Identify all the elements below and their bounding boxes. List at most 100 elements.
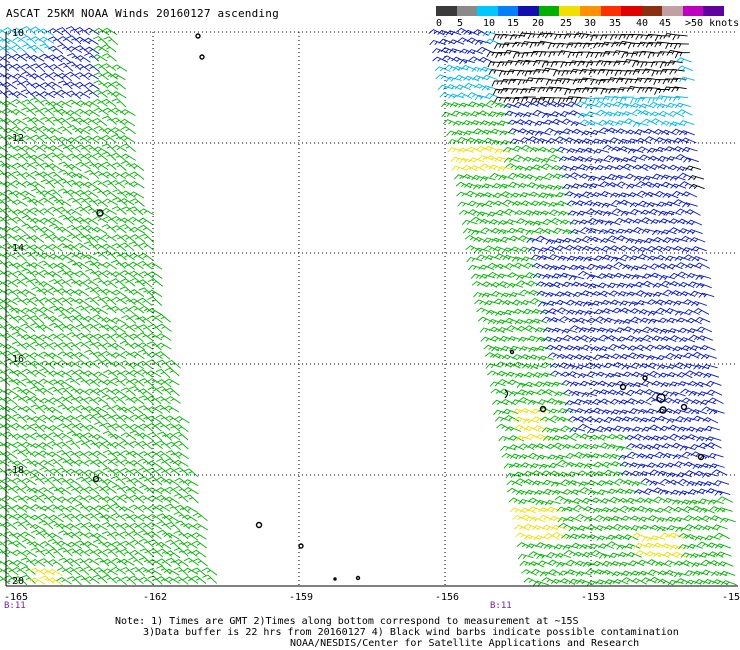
wind-barb [121, 576, 137, 586]
wind-barb [65, 566, 81, 576]
wind-barb [582, 42, 598, 49]
wind-barb [632, 382, 649, 388]
wind-barb [102, 574, 118, 584]
wind-barb [546, 137, 563, 144]
wind-barb [28, 487, 45, 495]
wind-barb [660, 120, 677, 127]
wind-barb [627, 192, 644, 199]
wind-barb [523, 381, 540, 388]
scale-swatch [436, 6, 458, 16]
wind-barb [588, 543, 605, 549]
wind-barb [571, 390, 588, 397]
wind-barb [683, 254, 700, 261]
wind-barb [637, 408, 654, 415]
scale-label: 35 [609, 18, 622, 29]
wind-barb [29, 577, 46, 585]
wind-barb [19, 531, 36, 539]
wind-barb [541, 427, 558, 433]
wind-barb [627, 148, 644, 154]
wind-barb [604, 525, 620, 532]
wind-barb [617, 87, 633, 94]
wind-barb [498, 183, 515, 189]
wind-barb [609, 192, 626, 198]
wind-barb [173, 530, 189, 540]
wind-barb [137, 332, 153, 341]
wind-barb [84, 424, 101, 433]
wind-barb [696, 326, 713, 333]
wind-barb [13, 270, 28, 280]
wind-barb [93, 80, 109, 89]
wind-barb [57, 387, 73, 397]
wind-barb [614, 217, 631, 224]
wind-barb [678, 228, 695, 234]
wind-barb [102, 115, 117, 125]
wind-barb [556, 42, 572, 49]
wind-barb [555, 299, 571, 306]
wind-barb [92, 378, 109, 386]
wind-barb [456, 92, 473, 99]
wind-barb [38, 378, 55, 386]
wind-barb [656, 103, 673, 109]
wind-barb [137, 514, 154, 522]
wind-barb [12, 405, 28, 413]
wind-barb [83, 37, 99, 45]
wind-barb [599, 442, 616, 449]
wind-barb [12, 395, 29, 404]
wind-barb [595, 60, 612, 66]
wind-barb [575, 416, 592, 423]
wind-barb [654, 41, 670, 48]
wind-barb [0, 497, 9, 505]
wind-barb [638, 154, 655, 161]
wind-barb [57, 236, 73, 244]
wind-barb [618, 245, 635, 252]
wind-barb [469, 164, 486, 172]
wind-barb [530, 100, 547, 108]
wind-barb [192, 512, 208, 522]
wind-barb [647, 515, 664, 522]
wind-barb [10, 190, 27, 198]
wind-barb [476, 202, 493, 208]
wind-barb [575, 255, 591, 262]
wind-barb [628, 245, 645, 253]
scale-label: >50 knots [685, 18, 740, 29]
wind-barb [119, 548, 135, 558]
wind-barb [82, 135, 99, 144]
wind-barb [686, 317, 702, 325]
wind-barb [128, 575, 144, 585]
wind-barb [528, 561, 545, 568]
wind-barb [585, 568, 602, 575]
wind-barb [590, 129, 606, 136]
wind-barb [101, 514, 117, 522]
wind-barb [448, 39, 465, 45]
wind-barb [129, 522, 145, 531]
wind-barb [130, 566, 146, 577]
wind-barb [663, 33, 679, 39]
wind-barb [660, 129, 677, 136]
wind-barb [12, 576, 28, 586]
wind-barb [173, 451, 189, 460]
wind-barb [613, 111, 629, 117]
wind-barb [501, 452, 518, 460]
wind-barb [497, 378, 514, 386]
wind-barb [165, 557, 181, 567]
wind-barb [39, 91, 55, 99]
wind-barb [56, 27, 72, 37]
wind-barb [92, 351, 108, 361]
wind-barb [683, 352, 700, 359]
wind-barb [638, 516, 655, 522]
wind-barb [681, 499, 697, 505]
wind-barb [659, 425, 676, 432]
wind-barb [173, 511, 189, 521]
map-title: ASCAT 25KM NOAA Winds 20160127 ascending [6, 7, 279, 20]
wind-barb [100, 63, 117, 72]
wind-barb [38, 513, 54, 522]
wind-barb [492, 89, 508, 96]
wind-barb [2, 181, 18, 189]
wind-barb [128, 333, 144, 343]
wind-barb [513, 524, 530, 531]
wind-barb [635, 443, 651, 450]
wind-barb [29, 423, 45, 433]
wind-barb [556, 561, 573, 568]
wind-barb [57, 243, 74, 251]
wind-barb [445, 76, 462, 83]
